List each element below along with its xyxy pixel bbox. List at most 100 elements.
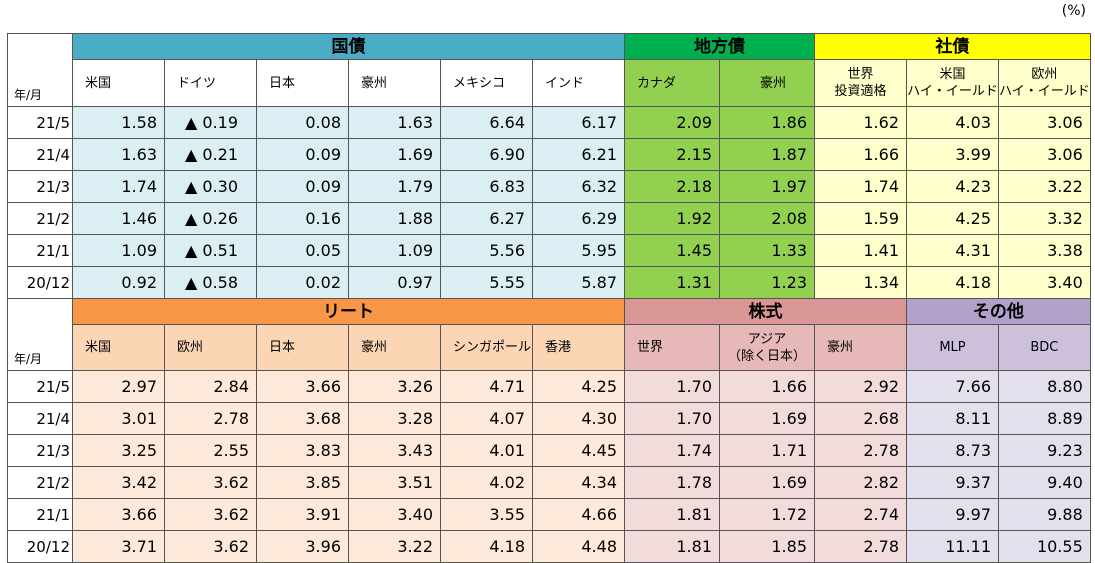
table2-cell: 2.78 — [814, 434, 907, 467]
table2-row: 21/3 3.25 2.55 3.83 3.43 4.01 4.45 1.74 1.71 2.78… — [7, 434, 1091, 467]
table2-row-date: 21/4 — [7, 402, 73, 435]
table2-cell: 2.78 — [814, 530, 907, 563]
table1-cell: 1.41 — [814, 234, 907, 267]
table2-cell: 3.22 — [348, 530, 441, 563]
table1-column-header: カナダ — [624, 59, 720, 107]
table1-cell: 1.87 — [719, 138, 815, 171]
table2-cell: 4.07 — [440, 402, 533, 435]
table1-cell: 1.62 — [814, 106, 907, 139]
table1-column-header: メキシコ — [440, 59, 533, 107]
table1-cell: 1.74 — [814, 170, 907, 203]
table1-cell: 1.33 — [719, 234, 815, 267]
table2-cell: 9.23 — [998, 434, 1091, 467]
table1-cell: 4.31 — [906, 234, 999, 267]
table1-row-date: 21/1 — [7, 234, 73, 267]
table1-cell: 5.87 — [532, 266, 625, 299]
table2-cell: 4.30 — [532, 402, 625, 435]
table2-cell: 1.70 — [624, 402, 720, 435]
table2-cell: 3.51 — [348, 466, 441, 499]
table1-cell: 0.08 — [256, 106, 349, 139]
table1-cell: 5.55 — [440, 266, 533, 299]
table2-cell: 3.62 — [164, 530, 257, 563]
table1-cell: ▲ 0.21 — [164, 138, 257, 171]
column-header-line: （除く日本） — [727, 348, 806, 364]
table2-cell: 1.70 — [624, 370, 720, 403]
table2-cell: 8.80 — [998, 370, 1091, 403]
table1-row: 21/1 1.09 ▲ 0.51 0.05 1.09 5.56 5.95 1.45 1.33 1.… — [7, 234, 1091, 267]
table1-cell: 3.38 — [998, 234, 1091, 267]
table1-row: 21/5 1.58 ▲ 0.19 0.08 1.63 6.64 6.17 2.09 1.86 1.… — [7, 106, 1091, 139]
table2-cell: 3.42 — [72, 466, 165, 499]
table2-cell: 4.71 — [440, 370, 533, 403]
table1-cell: 1.69 — [348, 138, 441, 171]
table1-cell: 1.31 — [624, 266, 720, 299]
table1-cell: ▲ 0.26 — [164, 202, 257, 235]
table1-cell: ▲ 0.58 — [164, 266, 257, 299]
table2-cell: 3.66 — [256, 370, 349, 403]
table1-cell: 4.18 — [906, 266, 999, 299]
table2-row-date: 21/2 — [7, 466, 73, 499]
unit-label: (%) — [1061, 3, 1086, 19]
table2-row-date: 21/5 — [7, 370, 73, 403]
table1-group-row: 国債 地方債 社債 — [7, 33, 1091, 60]
table1-cell: ▲ 0.51 — [164, 234, 257, 267]
table1-cell: 3.99 — [906, 138, 999, 171]
table2-cell: 4.34 — [532, 466, 625, 499]
table1-cell: 6.83 — [440, 170, 533, 203]
table1-cell: 1.09 — [348, 234, 441, 267]
table2-cell: 2.84 — [164, 370, 257, 403]
table1-cell: 2.15 — [624, 138, 720, 171]
table2-cell: 3.26 — [348, 370, 441, 403]
table1-cell: ▲ 0.30 — [164, 170, 257, 203]
table1-cell: 1.63 — [72, 138, 165, 171]
table1-cell: 1.46 — [72, 202, 165, 235]
table2-cell: 4.48 — [532, 530, 625, 563]
table1-cell: 0.02 — [256, 266, 349, 299]
table2-cell: 2.68 — [814, 402, 907, 435]
table1-cell: 6.27 — [440, 202, 533, 235]
table2-cell: 3.96 — [256, 530, 349, 563]
column-header-line: アジア — [747, 331, 787, 347]
table-body: 国債 地方債 社債 年/月 米国 ドイツ 日本 豪州 メキシコ インド カナダ 豪州 世界 投資適格 米国ハ… — [7, 33, 1091, 563]
table2-corner — [7, 298, 73, 325]
table2-column-header: 豪州 — [348, 324, 441, 371]
table2-cell: 3.25 — [72, 434, 165, 467]
table2-cell: 8.73 — [906, 434, 999, 467]
table2-column-header: 欧州 — [164, 324, 257, 371]
table1-column-row: 年/月 米国 ドイツ 日本 豪州 メキシコ インド カナダ 豪州 世界 投資適格 米国 ハイ・イールド欧… — [7, 59, 1091, 107]
table1-cell: 0.16 — [256, 202, 349, 235]
table2-cell: 3.28 — [348, 402, 441, 435]
table1-row: 21/4 1.63 ▲ 0.21 0.09 1.69 6.90 6.21 2.15 1.87 1.… — [7, 138, 1091, 171]
table2-row-date: 20/12 — [7, 530, 73, 563]
table1-cell: 3.06 — [998, 106, 1091, 139]
table2-cell: 8.89 — [998, 402, 1091, 435]
table2-column-header: 日本 — [256, 324, 349, 371]
table2-cell: 3.83 — [256, 434, 349, 467]
table2-column-header: 米国 — [72, 324, 165, 371]
table2-year-month-label: 年/月 — [7, 324, 73, 371]
table1-cell: 5.95 — [532, 234, 625, 267]
table2-cell: 2.92 — [814, 370, 907, 403]
table1-cell: 2.08 — [719, 202, 815, 235]
table1-column-header: 豪州 — [348, 59, 441, 107]
table2-cell: 4.18 — [440, 530, 533, 563]
table2-cell: 4.45 — [532, 434, 625, 467]
table1-cell: 5.56 — [440, 234, 533, 267]
table2-cell: 3.71 — [72, 530, 165, 563]
table2-group-row: リート 株式 その他 — [7, 298, 1091, 325]
table1-column-header: 米国 ハイ・イールド — [906, 59, 999, 107]
table1-row-date: 21/4 — [7, 138, 73, 171]
table1-cell: 1.86 — [719, 106, 815, 139]
table2-cell: 1.78 — [624, 466, 720, 499]
table1-cell: 6.21 — [532, 138, 625, 171]
table1-cell: 1.79 — [348, 170, 441, 203]
table1-row-date: 21/2 — [7, 202, 73, 235]
table1-column-header: 日本 — [256, 59, 349, 107]
table2-column-header: BDC — [998, 324, 1091, 371]
column-header-line: 米国 — [939, 67, 966, 82]
table2-cell: 4.02 — [440, 466, 533, 499]
table2-cell: 8.11 — [906, 402, 999, 435]
table1-row: 21/3 1.74 ▲ 0.30 0.09 1.79 6.83 6.32 2.18 1.97 1.… — [7, 170, 1091, 203]
table1-group-header: 国債 — [72, 33, 625, 60]
table2-cell: 4.25 — [532, 370, 625, 403]
